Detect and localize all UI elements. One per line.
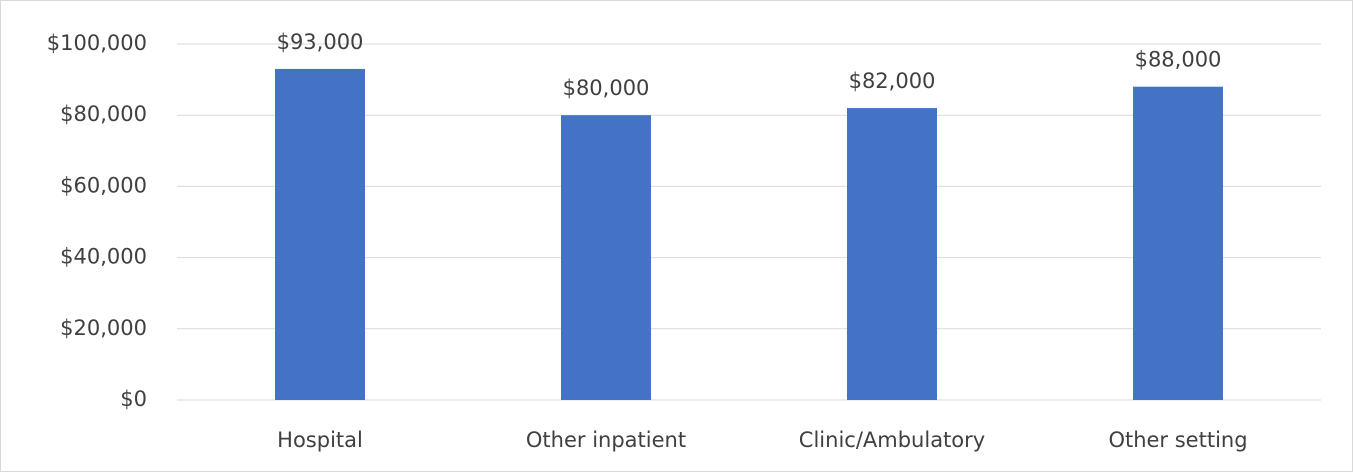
y-tick-label: $100,000 [47, 31, 147, 55]
y-tick-label: $20,000 [60, 316, 147, 340]
value-label: $88,000 [1135, 48, 1222, 72]
x-tick-label: Other inpatient [526, 428, 686, 452]
value-label: $82,000 [849, 69, 936, 93]
y-tick-label: $40,000 [60, 245, 147, 269]
value-label: $93,000 [277, 30, 364, 54]
x-tick-label: Hospital [277, 428, 363, 452]
bar [847, 108, 937, 400]
x-tick-label: Clinic/Ambulatory [799, 428, 985, 452]
y-tick-label: $0 [120, 387, 147, 411]
bar [275, 68, 365, 401]
bar [1133, 86, 1223, 400]
x-tick-label: Other setting [1108, 428, 1247, 452]
y-tick-label: $80,000 [60, 102, 147, 126]
y-tick-label: $60,000 [60, 173, 147, 197]
bar [561, 115, 651, 400]
value-label: $80,000 [563, 76, 650, 100]
